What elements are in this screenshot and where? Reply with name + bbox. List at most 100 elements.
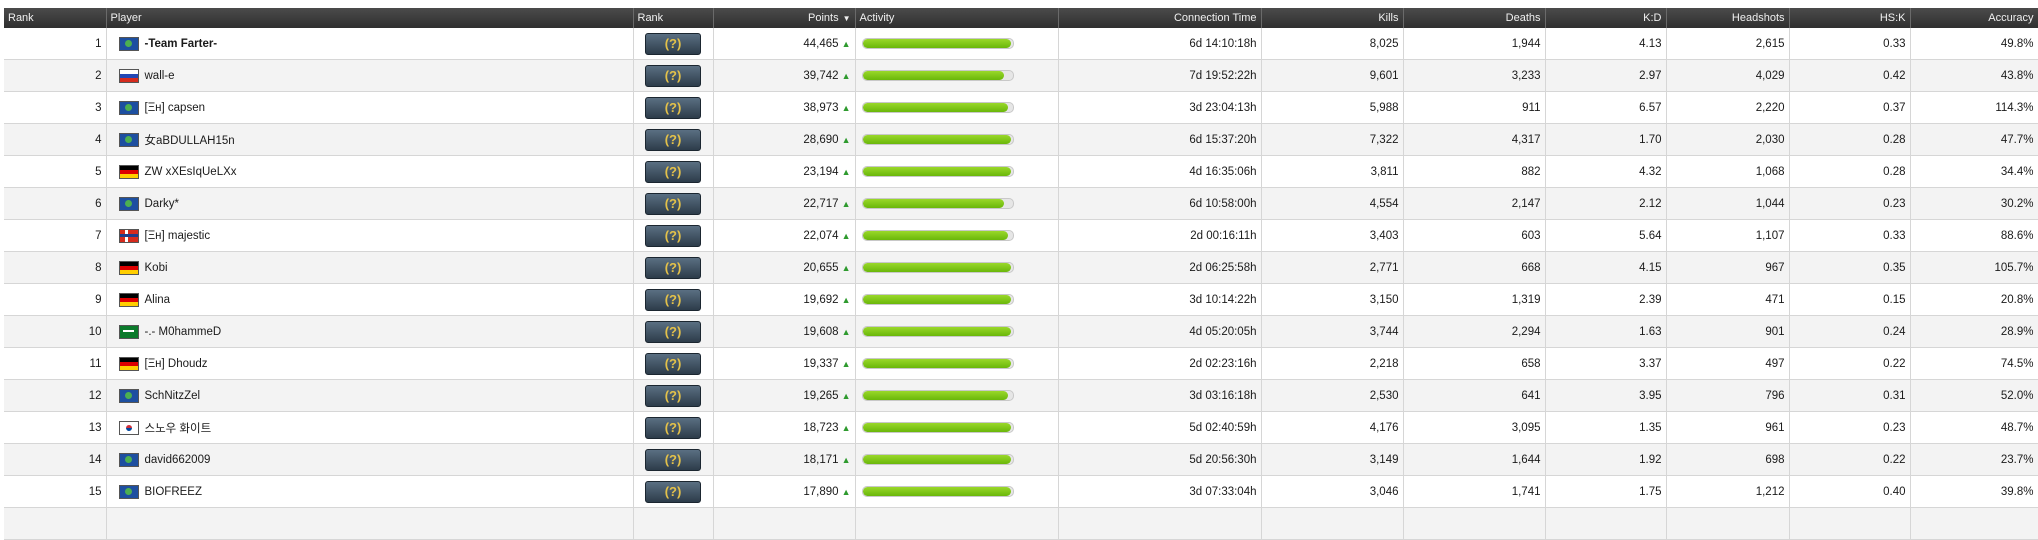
- activity-cell: [855, 59, 1059, 92]
- player-name-link[interactable]: 스노우 화이트: [144, 422, 212, 435]
- player-cell[interactable]: [Ξн] Dhoudz: [106, 347, 634, 380]
- player-name-link[interactable]: david662009: [144, 453, 211, 466]
- col-hsk[interactable]: HS:K: [1789, 8, 1911, 28]
- skill-rank-cell: (?): [633, 91, 714, 124]
- player-cell[interactable]: [Ξн] majestic: [106, 219, 634, 252]
- hsk-cell: 0.15: [1789, 283, 1911, 316]
- up-arrow-icon: ▲: [841, 230, 851, 241]
- points-cell: 22,717 ▲: [713, 187, 856, 220]
- points-value: 18,723: [803, 421, 839, 434]
- player-cell[interactable]: BIOFREEZ: [106, 475, 634, 508]
- col-player[interactable]: Player: [106, 8, 634, 28]
- kd-cell: 2.12: [1545, 187, 1667, 220]
- col-skill-rank[interactable]: Rank: [633, 8, 714, 28]
- player-cell[interactable]: Alina: [106, 283, 634, 316]
- player-wrap: BIOFREEZ: [111, 484, 629, 499]
- headshots-cell: 1,212: [1666, 475, 1790, 508]
- player-cell[interactable]: -Team Farter-: [106, 28, 634, 60]
- player-name-link[interactable]: [Ξн] capsen: [144, 101, 206, 114]
- rankings-table: Rank Player Rank Points ▼ Activity Connec…: [4, 8, 2038, 540]
- player-name-link[interactable]: ZW xXEsIqUeLXx: [144, 165, 237, 178]
- headshots-cell: 901: [1666, 315, 1790, 348]
- activity-bar: [861, 422, 1014, 433]
- kd-cell: 2.39: [1545, 283, 1667, 316]
- player-wrap: Darky*: [111, 196, 629, 211]
- skill-rank-cell: (?): [633, 379, 714, 412]
- col-activity[interactable]: Activity: [855, 8, 1059, 28]
- empty-cell: [4, 507, 107, 540]
- flag-icon: [118, 356, 139, 371]
- connection-time-cell: 5d 02:40:59h: [1058, 411, 1262, 444]
- player-name-link[interactable]: SchNitzZel: [144, 389, 201, 402]
- rank-cell: 12: [4, 379, 107, 412]
- player-name-link[interactable]: Darky*: [144, 197, 180, 210]
- col-rank[interactable]: Rank: [4, 8, 107, 28]
- points-cell: 19,337 ▲: [713, 347, 856, 380]
- table-row: 3 [Ξн] capsen (?) 38,973 ▲ 3d 23:04:13h 5,988 9…: [4, 91, 2038, 124]
- activity-bar: [861, 390, 1014, 401]
- col-points[interactable]: Points ▼: [713, 8, 856, 28]
- points-cell: 39,742 ▲: [713, 59, 856, 92]
- player-cell[interactable]: wall-e: [106, 59, 634, 92]
- skill-rank-cell: (?): [633, 475, 714, 508]
- empty-cell: [1910, 507, 2038, 540]
- col-kd[interactable]: K:D: [1545, 8, 1667, 28]
- empty-cell: [1666, 507, 1790, 540]
- headshots-cell: 796: [1666, 379, 1790, 412]
- player-name-link[interactable]: Kobi: [144, 261, 168, 274]
- accuracy-cell: 52.0%: [1910, 379, 2038, 412]
- player-cell[interactable]: david662009: [106, 443, 634, 476]
- player-name-link[interactable]: -Team Farter-: [144, 37, 218, 50]
- table-row: 2 wall-e (?) 39,742 ▲ 7d 19:52:22h 9,601 3,233 2…: [4, 59, 2038, 92]
- player-name-link[interactable]: BIOFREEZ: [144, 485, 203, 498]
- player-name-link[interactable]: Alina: [144, 293, 171, 306]
- connection-time-cell: 2d 06:25:58h: [1058, 251, 1262, 284]
- player-cell[interactable]: 女aBDULLAH15n: [106, 123, 634, 156]
- skill-rank-cell: (?): [633, 59, 714, 92]
- points-cell: 18,171 ▲: [713, 443, 856, 476]
- activity-cell: [855, 443, 1059, 476]
- player-cell[interactable]: -.- M0hammeD: [106, 315, 634, 348]
- activity-bar-fill: [862, 231, 1008, 240]
- activity-bar: [861, 454, 1014, 465]
- col-accuracy[interactable]: Accuracy: [1910, 8, 2038, 28]
- player-cell[interactable]: [Ξн] capsen: [106, 91, 634, 124]
- up-arrow-icon: ▲: [841, 38, 851, 49]
- col-connection-time[interactable]: Connection Time: [1058, 8, 1262, 28]
- rank-cell: 2: [4, 59, 107, 92]
- col-deaths[interactable]: Deaths: [1403, 8, 1546, 28]
- player-cell[interactable]: ZW xXEsIqUeLXx: [106, 155, 634, 188]
- rank-badge-icon: (?): [645, 384, 701, 407]
- connection-time-cell: 4d 16:35:06h: [1058, 155, 1262, 188]
- hsk-cell: 0.28: [1789, 155, 1911, 188]
- player-name-link[interactable]: [Ξн] majestic: [144, 229, 211, 242]
- kd-cell: 1.35: [1545, 411, 1667, 444]
- table-row: 13 스노우 화이트 (?) 18,723 ▲ 5d 02:40:59h 4,176 3,09…: [4, 411, 2038, 444]
- accuracy-cell: 114.3%: [1910, 91, 2038, 124]
- player-name-link[interactable]: -.- M0hammeD: [144, 325, 222, 338]
- activity-bar-fill: [862, 39, 1011, 48]
- kd-cell: 6.57: [1545, 91, 1667, 124]
- player-name-link[interactable]: 女aBDULLAH15n: [144, 134, 235, 147]
- player-name-link[interactable]: wall-e: [144, 69, 175, 82]
- accuracy-cell: 28.9%: [1910, 315, 2038, 348]
- player-cell[interactable]: Darky*: [106, 187, 634, 220]
- player-name-link[interactable]: [Ξн] Dhoudz: [144, 357, 208, 370]
- table-row: 11 [Ξн] Dhoudz (?) 19,337 ▲ 2d 02:23:16h 2,218…: [4, 347, 2038, 380]
- player-wrap: -.- M0hammeD: [111, 324, 629, 339]
- points-cell: 44,465 ▲: [713, 28, 856, 60]
- rank-cell: 9: [4, 283, 107, 316]
- activity-bar: [861, 358, 1014, 369]
- player-cell[interactable]: SchNitzZel: [106, 379, 634, 412]
- player-cell[interactable]: 스노우 화이트: [106, 411, 634, 444]
- table-row: 6 Darky* (?) 22,717 ▲ 6d 10:58:00h 4,554 2,147 2…: [4, 187, 2038, 220]
- rank-badge-icon: (?): [645, 288, 701, 311]
- empty-cell: [1403, 507, 1546, 540]
- col-kills[interactable]: Kills: [1261, 8, 1404, 28]
- activity-bar-fill: [862, 455, 1011, 464]
- connection-time-cell: 6d 10:58:00h: [1058, 187, 1262, 220]
- headshots-cell: 1,044: [1666, 187, 1790, 220]
- col-headshots[interactable]: Headshots: [1666, 8, 1790, 28]
- player-cell[interactable]: Kobi: [106, 251, 634, 284]
- headshots-cell: 1,068: [1666, 155, 1790, 188]
